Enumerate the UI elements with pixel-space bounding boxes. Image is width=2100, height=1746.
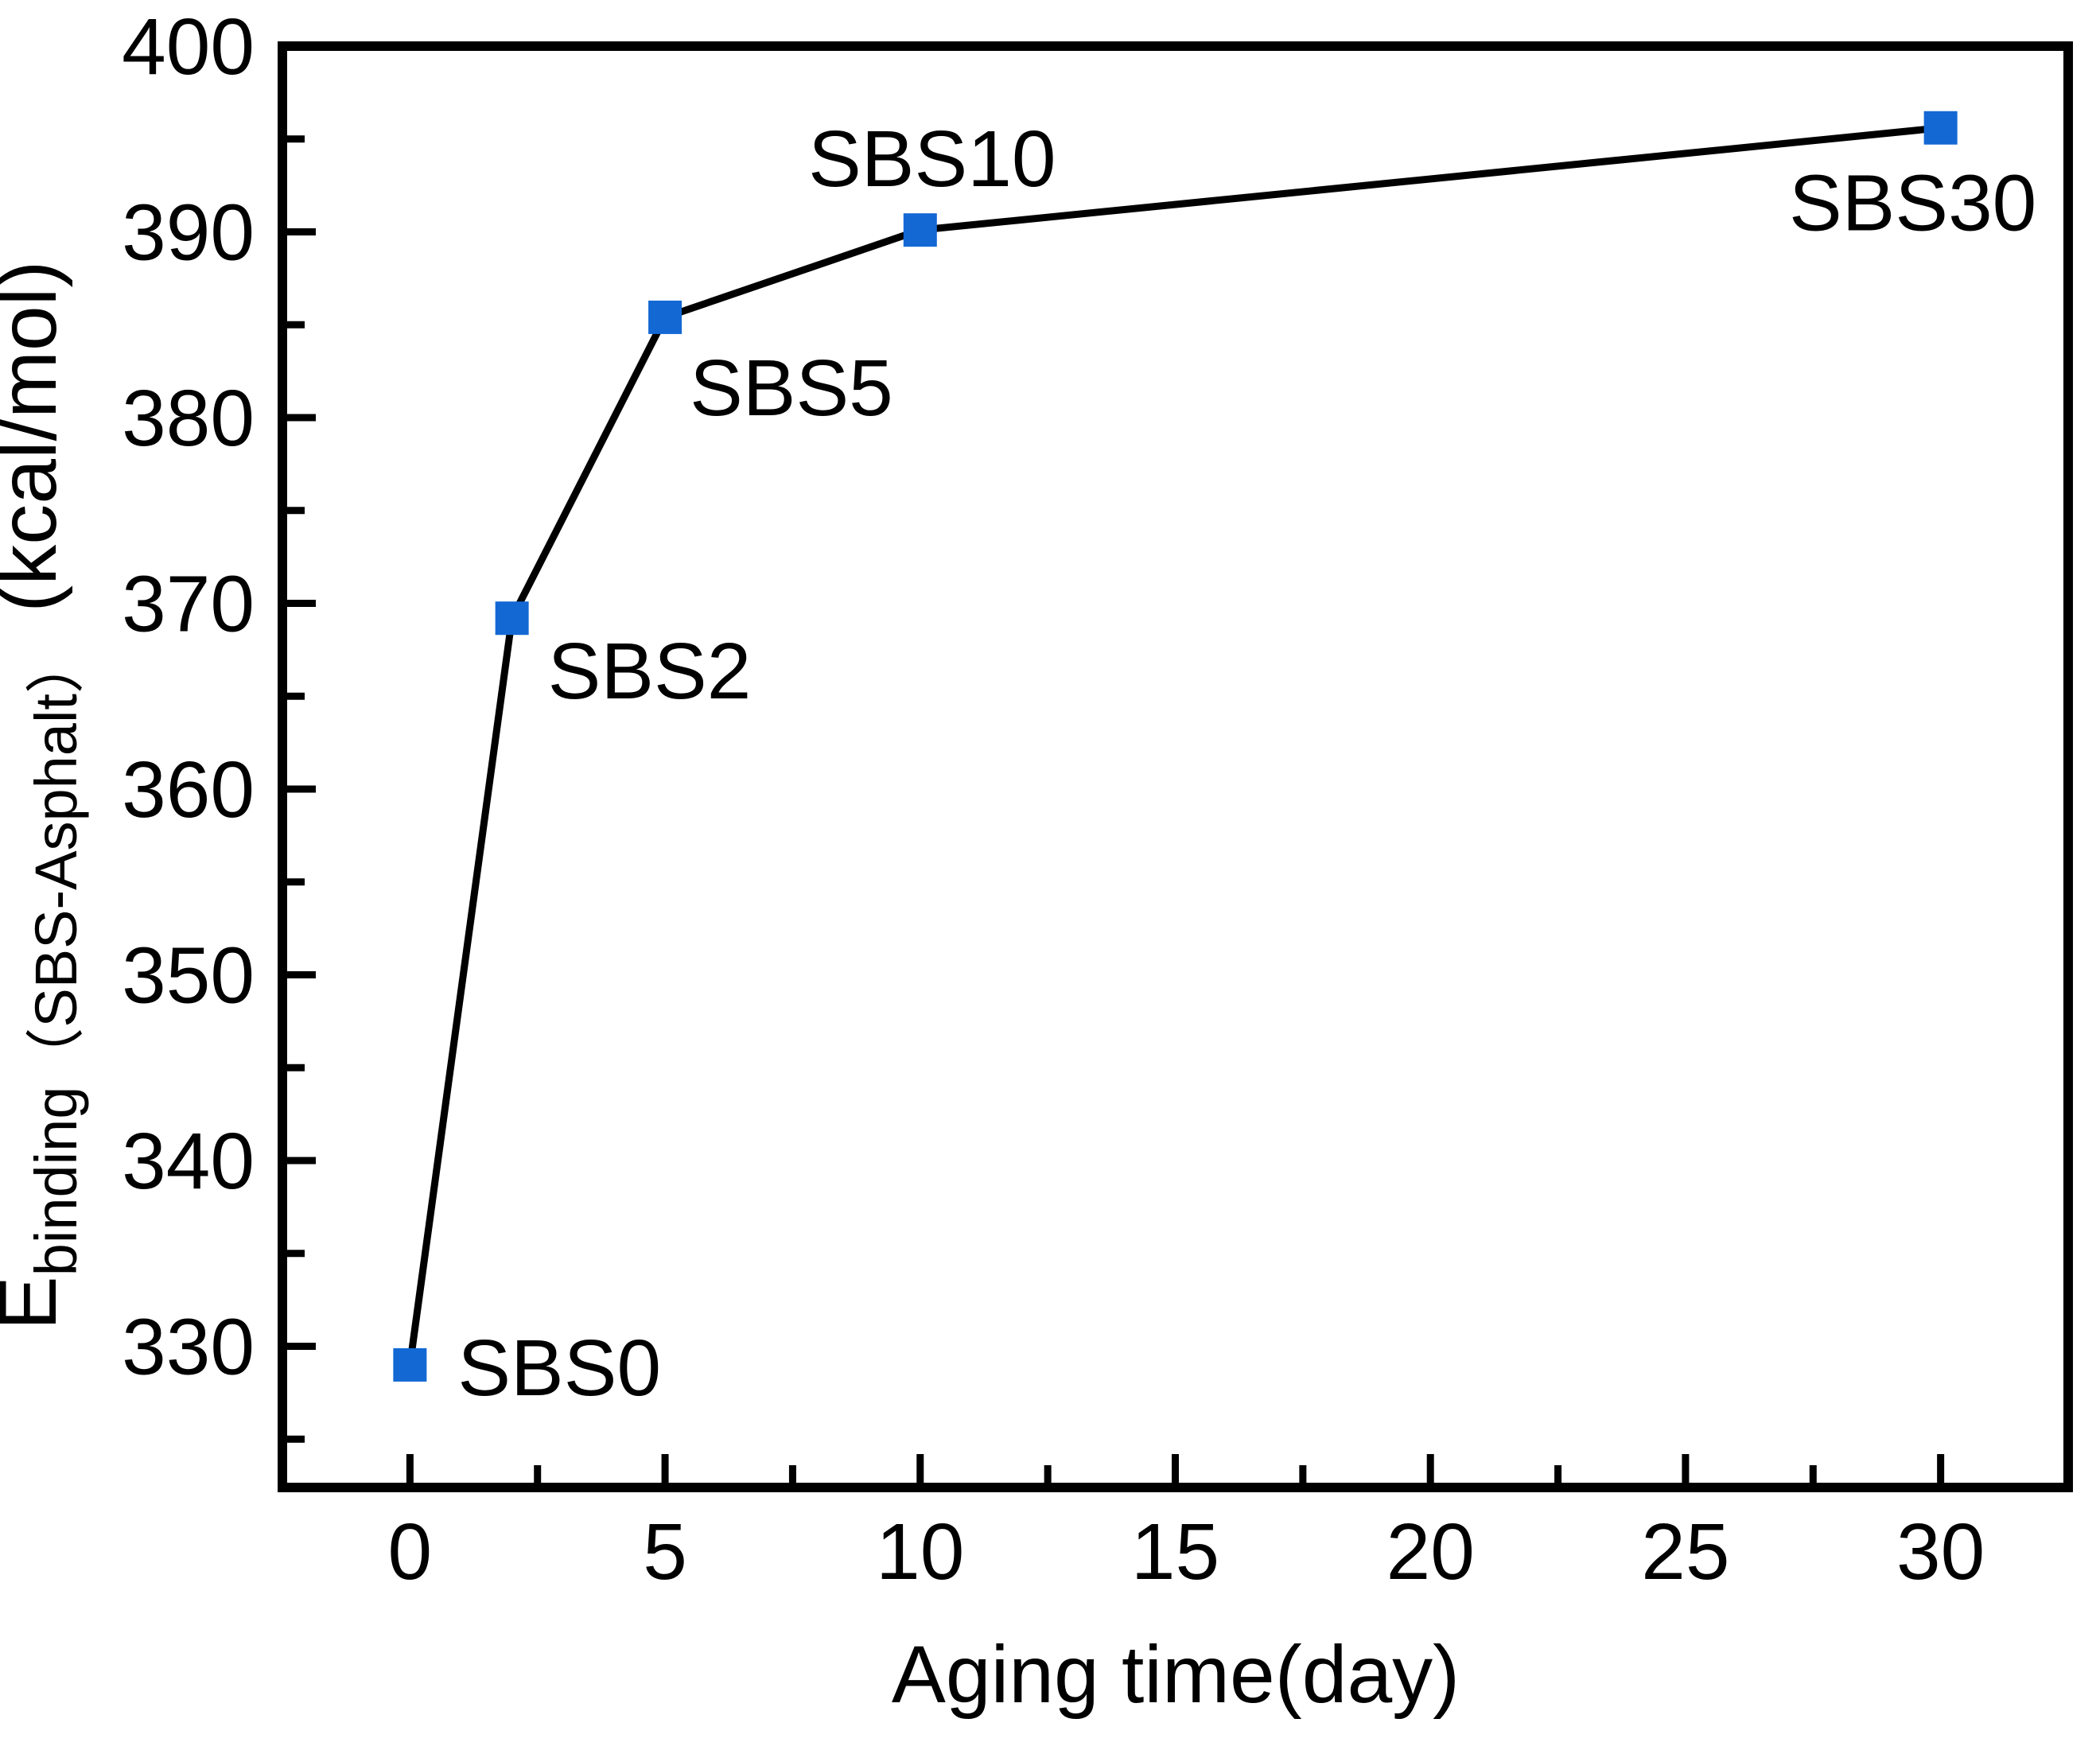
data-point-SBS2 (495, 601, 529, 636)
x-tick-label: 10 (876, 1507, 964, 1596)
y-tick-label: 380 (122, 374, 255, 463)
data-point-SBS30 (1923, 111, 1958, 145)
y-tick-label: 340 (122, 1117, 255, 1206)
x-axis-title: Aging time(day) (892, 1629, 1460, 1720)
point-label-SBS2: SBS2 (548, 627, 752, 716)
x-tick-label: 5 (643, 1507, 687, 1596)
y-axis-title-main: E (0, 1276, 73, 1330)
x-tick-label: 20 (1386, 1507, 1475, 1596)
point-label-SBS30: SBS30 (1789, 159, 2036, 248)
y-axis-title: Ebinding（SBS-Asphalt） (kcal/mol) (0, 261, 89, 1331)
y-tick-label: 370 (122, 560, 255, 649)
point-label-SBS5: SBS5 (690, 344, 893, 433)
x-tick-label: 30 (1896, 1507, 1985, 1596)
x-tick-label: 25 (1641, 1507, 1729, 1596)
data-layer: SBS0 SBS2 SBS5 SBS10 SBS30 (393, 111, 2036, 1413)
plot-border (278, 41, 2073, 1492)
data-point-SBS10 (903, 213, 937, 247)
y-tick-label: 330 (122, 1303, 255, 1392)
point-label-SBS10: SBS10 (808, 115, 1056, 204)
y-axis-title-sub: binding（SBS-Asphalt） (23, 635, 89, 1276)
x-tick-label: 15 (1131, 1507, 1219, 1596)
y-tick-label: 360 (122, 745, 255, 834)
point-label-SBS0: SBS0 (457, 1324, 661, 1413)
data-point-SBS0 (393, 1347, 427, 1382)
data-line (406, 124, 1942, 1366)
y-tick-label: 400 (122, 2, 255, 91)
x-axis-title-text: Aging time(day) (892, 1629, 1460, 1720)
axes-layer: 330 340 350 360 370 380 390 400 0 5 10 15 20 25 30 (122, 2, 2073, 1596)
y-tick-label: 350 (122, 931, 255, 1021)
y-tick-label: 390 (122, 189, 255, 278)
y-axis-title-unit: (kcal/mol) (0, 261, 73, 635)
x-tick-label: 0 (388, 1507, 433, 1596)
data-point-SBS5 (648, 300, 682, 334)
